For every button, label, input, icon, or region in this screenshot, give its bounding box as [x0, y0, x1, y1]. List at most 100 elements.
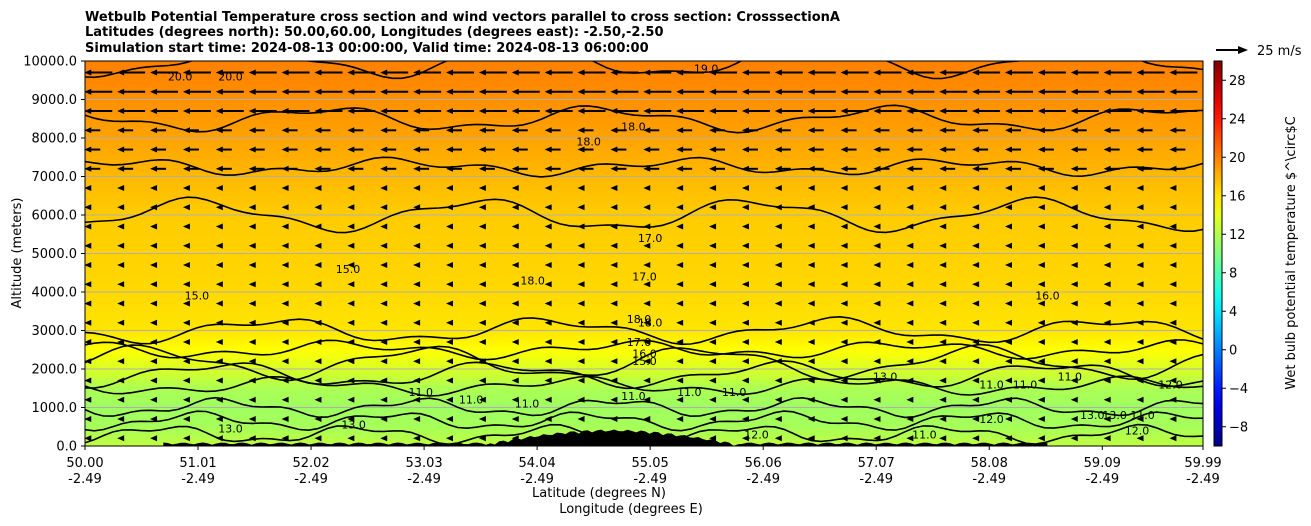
wind-vector [281, 262, 289, 269]
wind-vector [1070, 69, 1099, 76]
wind-vector [478, 223, 486, 230]
wind-vector [610, 319, 618, 326]
wind-vector [117, 242, 125, 249]
wind-vector [281, 242, 289, 249]
wind-vector [873, 281, 881, 288]
wind-vector [281, 377, 289, 384]
wind-vector [413, 281, 421, 288]
wind-vector [150, 185, 158, 192]
wind-vector [1004, 108, 1033, 115]
wind-vector [478, 146, 495, 153]
x-tick-label-2: -2.49 [859, 472, 893, 487]
x-tick-label: 50.00 [66, 456, 103, 471]
wind-vector [1103, 108, 1132, 115]
wind-vector [1070, 204, 1078, 211]
wind-vector [1004, 281, 1012, 288]
wind-vector [1103, 223, 1111, 230]
x-tick-label-2: -2.49 [1085, 472, 1119, 487]
wind-vector [117, 416, 125, 423]
wind-vector [807, 185, 815, 192]
wind-vector [478, 435, 486, 442]
wind-vector [413, 262, 421, 269]
wind-vector [840, 69, 869, 76]
wind-vector [807, 223, 815, 230]
wind-vector [347, 358, 355, 365]
wind-vector [873, 146, 890, 153]
wind-vector [1070, 108, 1099, 115]
wind-vector [413, 165, 430, 172]
wind-vector [117, 358, 125, 365]
wind-vector [380, 88, 409, 95]
x-tick-label-2: -2.49 [68, 472, 102, 487]
wind-vector [117, 262, 125, 269]
wind-vector [643, 108, 672, 115]
wind-vector [215, 262, 223, 269]
wind-vector [676, 146, 693, 153]
wind-vector [643, 377, 651, 384]
wind-vector [807, 88, 836, 95]
wind-vector [413, 223, 421, 230]
wind-vector [1169, 300, 1177, 307]
contour-label: 18.0 [621, 120, 646, 133]
wind-vector [314, 262, 322, 269]
contour-label: 15.0 [185, 290, 210, 303]
wind-vector [1103, 242, 1111, 249]
wind-vector [478, 339, 486, 346]
contour-label: 11.0 [408, 386, 433, 399]
wind-vector [972, 108, 1001, 115]
wind-vector [939, 300, 947, 307]
wind-vector [248, 416, 256, 423]
wind-vector [1070, 339, 1078, 346]
wind-vector [676, 416, 684, 423]
wind-vector [150, 319, 158, 326]
wind-vector [248, 146, 265, 153]
wind-vector [248, 165, 265, 172]
wind-vector [413, 377, 421, 384]
wind-vector [906, 396, 914, 403]
wind-vector [1136, 339, 1144, 346]
wind-vector [1136, 300, 1144, 307]
wind-vector [182, 358, 190, 365]
wind-vector [906, 88, 935, 95]
wind-vector [117, 88, 146, 95]
wind-vector [215, 127, 232, 134]
wind-vector [182, 127, 199, 134]
wind-vector [610, 262, 618, 269]
wind-vector [1103, 204, 1111, 211]
wind-vector [248, 377, 256, 384]
wind-vector [1136, 204, 1144, 211]
wind-vector [445, 281, 453, 288]
wind-vector [511, 300, 519, 307]
contour-label: 11.0 [621, 390, 646, 403]
wind-vector [281, 416, 289, 423]
wind-vector [741, 281, 749, 288]
wind-vector [413, 358, 421, 365]
wind-vector [478, 88, 507, 95]
wind-vector [972, 319, 980, 326]
wind-vector [610, 223, 618, 230]
wind-vector [1103, 88, 1132, 95]
wind-vector [972, 300, 980, 307]
wind-vector [413, 88, 442, 95]
wind-vector [807, 377, 815, 384]
wind-vector [972, 339, 980, 346]
wind-vector [906, 339, 914, 346]
contour-label: 11.0 [979, 378, 1004, 391]
wind-vector [840, 204, 848, 211]
wind-vector [906, 146, 923, 153]
wind-vector [741, 396, 749, 403]
wind-vector [774, 416, 782, 423]
wind-vector [347, 88, 376, 95]
wind-vector [478, 108, 507, 115]
wind-vector [150, 396, 158, 403]
wind-vector [774, 377, 782, 384]
wind-vector [972, 204, 980, 211]
wind-vector [577, 300, 585, 307]
wind-vector [150, 69, 179, 76]
wind-vector [347, 223, 355, 230]
wind-vector [1136, 69, 1165, 76]
wind-vector [182, 204, 190, 211]
wind-vector [117, 185, 125, 192]
wind-vector [150, 242, 158, 249]
y-tick-label: 7000.0 [32, 170, 78, 185]
